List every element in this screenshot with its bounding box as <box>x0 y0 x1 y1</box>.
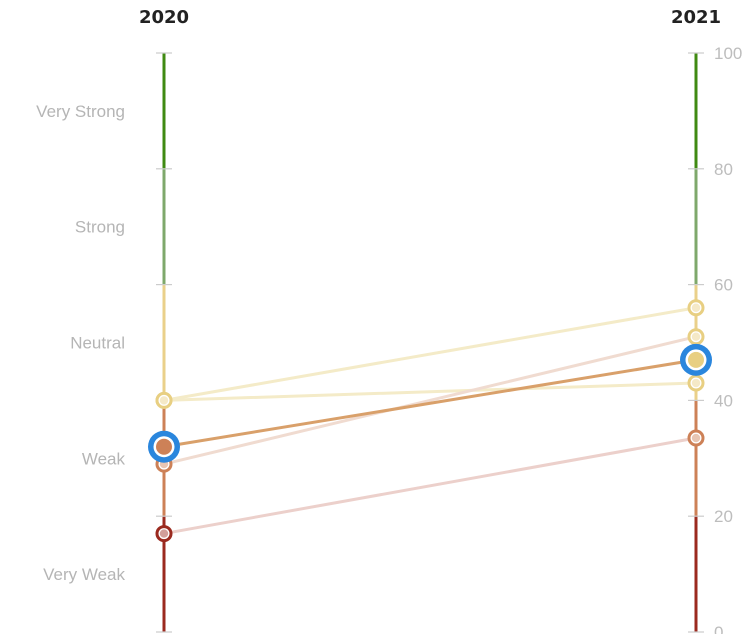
data-point-5-2021 <box>688 351 704 368</box>
band-label-neutral: Neutral <box>70 334 125 353</box>
series-line-1 <box>162 306 698 402</box>
y-tick-labels: 0 20 40 60 80 100 <box>714 44 742 634</box>
band-labels: Very Weak Weak Neutral Strong Very Strong <box>36 102 125 584</box>
series-line-4 <box>162 436 698 536</box>
data-point-4-2020 <box>155 525 173 543</box>
data-point-inner-4-2021 <box>691 433 701 443</box>
series-line-2 <box>162 381 698 402</box>
series-lines <box>162 306 698 536</box>
tick-label-0: 0 <box>714 623 723 634</box>
data-point-inner-3-2021 <box>691 332 701 341</box>
band-label-weak: Weak <box>82 449 126 468</box>
data-point-1-2021 <box>687 299 705 317</box>
data-point-2-2021 <box>687 374 705 392</box>
tick-label-40: 40 <box>714 391 733 410</box>
series-line-3 <box>162 335 698 466</box>
data-point-inner-1-2021 <box>691 303 701 312</box>
x-label-2021: 2021 <box>671 7 721 28</box>
tick-label-100: 100 <box>714 44 742 63</box>
tick-label-60: 60 <box>714 276 733 295</box>
data-point-5-2020 <box>156 438 172 455</box>
tick-label-20: 20 <box>714 507 733 526</box>
data-point-inner-2-2021 <box>691 378 701 388</box>
band-label-strong: Strong <box>75 218 125 237</box>
series-points <box>148 299 712 543</box>
axes <box>156 52 704 633</box>
data-point-inner-4-2020 <box>159 529 169 538</box>
data-point-2-2020 <box>155 391 173 409</box>
tick-label-80: 80 <box>714 160 733 179</box>
series-line-5 <box>162 358 698 449</box>
x-label-2020: 2020 <box>139 7 189 28</box>
data-point-inner-2-2020 <box>159 396 169 405</box>
band-label-very-strong: Very Strong <box>36 102 125 121</box>
data-point-3-2021 <box>687 328 705 346</box>
band-label-very-weak: Very Weak <box>43 565 125 584</box>
data-point-4-2021 <box>687 429 705 447</box>
